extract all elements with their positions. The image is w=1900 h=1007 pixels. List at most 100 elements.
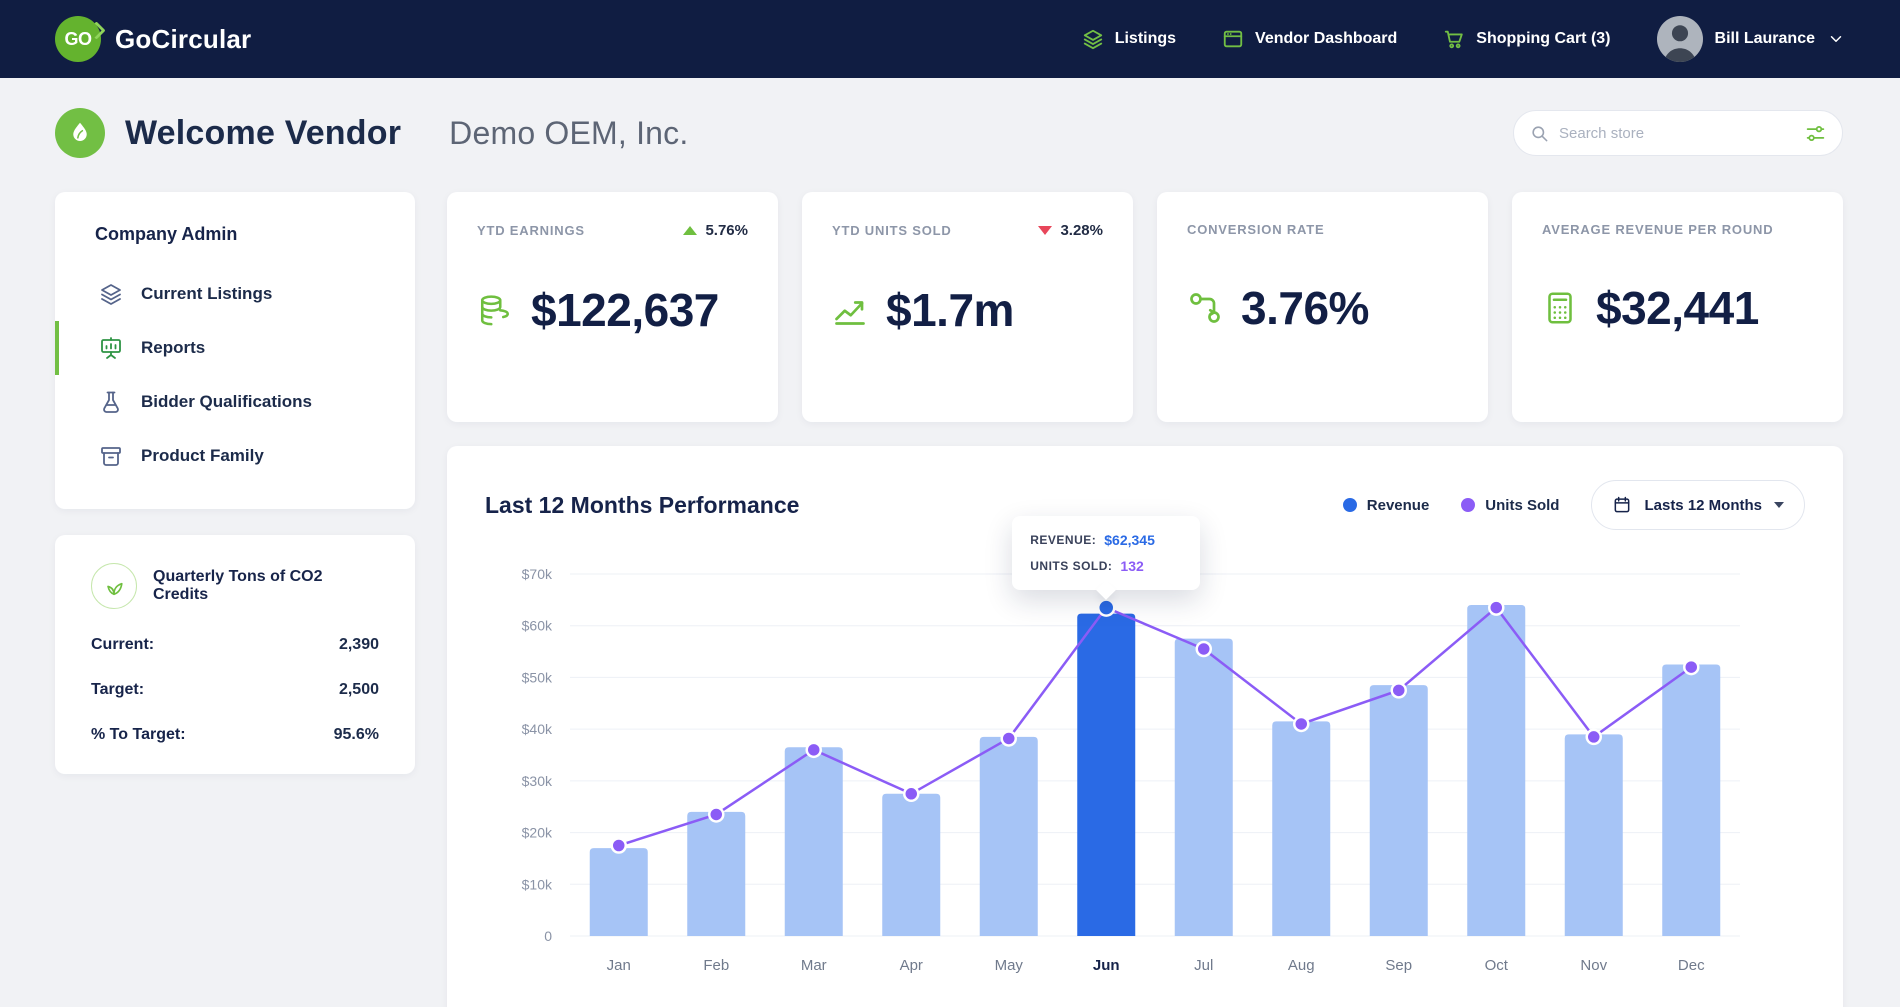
nav-item-listings[interactable]: Listings xyxy=(1082,28,1176,50)
svg-text:May: May xyxy=(995,957,1024,974)
stat-value: $1.7m xyxy=(886,284,1014,336)
date-range-label: Lasts 12 Months xyxy=(1644,496,1762,514)
calendar-icon xyxy=(1612,495,1632,515)
nav-item-label: Vendor Dashboard xyxy=(1255,30,1398,47)
svg-text:$20k: $20k xyxy=(522,825,553,841)
sidebar-item-current-listings[interactable]: Current Listings xyxy=(55,267,415,321)
svg-text:Aug: Aug xyxy=(1288,957,1315,974)
svg-text:Apr: Apr xyxy=(900,957,923,974)
search-icon xyxy=(1530,124,1549,143)
trend-up-icon xyxy=(832,292,868,328)
page-header: Welcome Vendor Demo OEM, Inc. xyxy=(55,108,1843,158)
dashboard-window-icon xyxy=(1222,28,1244,50)
coins-icon xyxy=(477,292,513,328)
co2-row-value: 95.6% xyxy=(333,726,379,743)
co2-row-label: % To Target: xyxy=(91,726,186,743)
svg-text:$40k: $40k xyxy=(522,721,553,737)
shopping-cart-icon xyxy=(1443,28,1465,50)
sidebar-item-label: Current Listings xyxy=(141,284,273,303)
svg-text:Jun: Jun xyxy=(1093,957,1120,974)
svg-text:0: 0 xyxy=(544,928,552,944)
stat-value: $32,441 xyxy=(1596,282,1759,334)
brand-name: GoCircular xyxy=(115,23,252,54)
sidebar-item-product-family[interactable]: Product Family xyxy=(55,429,415,483)
co2-row-label: Current: xyxy=(91,636,155,653)
search-input[interactable] xyxy=(1559,124,1795,142)
sidebar-item-label: Reports xyxy=(141,338,206,357)
stat-card-ytd-units-sold: YTD UNITS SOLD 3.28% $1.7m xyxy=(802,192,1133,422)
stat-card-ytd-earnings: YTD EARNINGS 5.76% $122,637 xyxy=(447,192,778,422)
nav-item-label: Listings xyxy=(1114,30,1177,47)
tooltip-units-label: UNITS SOLD: xyxy=(1030,558,1113,573)
svg-text:Feb: Feb xyxy=(703,957,729,974)
stat-label: CONVERSION RATE xyxy=(1187,222,1325,237)
svg-text:Jul: Jul xyxy=(1194,957,1213,974)
tooltip-revenue-value: $62,345 xyxy=(1104,531,1155,548)
stat-delta-value: 5.76% xyxy=(705,222,748,239)
leaf-sprout-icon xyxy=(91,563,137,609)
stat-value: $122,637 xyxy=(531,284,719,336)
company-admin-card: Company Admin Current Listings Reports xyxy=(55,192,415,509)
top-navbar: GO GoCircular Listings Vendor Dashboard … xyxy=(0,0,1900,78)
co2-row-value: 2,500 xyxy=(338,681,379,698)
performance-chart-card: Last 12 Months Performance Revenue Units… xyxy=(447,446,1843,1007)
legend-label: Units Sold xyxy=(1485,496,1560,514)
chart-title: Last 12 Months Performance xyxy=(485,491,800,518)
performance-chart-svg: 0 $10k $20k $30k $40k $50k $60k $70k Jan Feb Mar Ap… xyxy=(522,566,1740,974)
stat-card-conversion-rate: CONVERSION RATE 3.76% xyxy=(1157,192,1488,422)
filter-sliders-icon[interactable] xyxy=(1805,123,1826,144)
svg-text:$50k: $50k xyxy=(522,669,553,685)
revenue-legend-dot-icon xyxy=(1342,498,1357,512)
test-tube-icon xyxy=(99,390,123,414)
company-admin-title: Company Admin xyxy=(95,224,238,244)
caret-down-icon xyxy=(1774,502,1784,508)
nav-item-vendor-dashboard[interactable]: Vendor Dashboard xyxy=(1222,28,1397,50)
svg-text:Jan: Jan xyxy=(607,957,631,974)
svg-text:$30k: $30k xyxy=(522,773,553,789)
layers-icon xyxy=(1082,28,1104,50)
chart-plot[interactable]: 0 $10k $20k $30k $40k $50k $60k $70k Jan Feb Mar Ap… xyxy=(485,515,1805,1004)
co2-row-label: Target: xyxy=(91,681,145,698)
units-legend-dot-icon xyxy=(1461,498,1476,512)
svg-text:$70k: $70k xyxy=(522,566,553,582)
tooltip-units-value: 132 xyxy=(1120,557,1144,574)
stat-delta: 3.28% xyxy=(1038,222,1103,239)
tooltip-revenue-label: REVENUE: xyxy=(1030,532,1097,547)
stat-card-avg-revenue-per-round: AVERAGE REVENUE PER ROUND $32,441 xyxy=(1512,192,1843,422)
co2-row-pct-to-target: % To Target: 95.6% xyxy=(91,726,379,744)
date-range-dropdown[interactable]: Lasts 12 Months xyxy=(1591,480,1805,530)
arrow-up-icon xyxy=(683,226,698,235)
co2-row-current: Current: 2,390 xyxy=(91,636,379,654)
svg-text:Mar: Mar xyxy=(801,957,827,974)
user-menu[interactable]: Bill Laurance xyxy=(1656,16,1845,62)
stat-value: 3.76% xyxy=(1241,282,1369,334)
legend-label: Revenue xyxy=(1366,496,1430,514)
svg-text:Nov: Nov xyxy=(1580,957,1607,974)
stat-label: AVERAGE REVENUE PER ROUND xyxy=(1542,222,1774,237)
sidebar-item-bidder-qualifications[interactable]: Bidder Qualifications xyxy=(55,375,415,429)
stat-delta-value: 3.28% xyxy=(1060,222,1103,239)
calculator-icon xyxy=(1542,290,1578,326)
brand-logo[interactable]: GO GoCircular xyxy=(55,16,251,62)
legend-item-units-sold[interactable]: Units Sold xyxy=(1461,497,1559,514)
svg-text:$10k: $10k xyxy=(522,876,553,892)
sidebar-item-label: Product Family xyxy=(141,446,264,465)
legend-item-revenue[interactable]: Revenue xyxy=(1342,496,1430,514)
svg-text:Oct: Oct xyxy=(1485,957,1509,974)
svg-text:Dec: Dec xyxy=(1678,957,1705,974)
archive-box-icon xyxy=(99,444,123,468)
stat-label: YTD UNITS SOLD xyxy=(832,223,952,238)
chart-tooltip: REVENUE: $62,345 UNITS SOLD: 132 xyxy=(1012,515,1201,590)
logo-text: GO xyxy=(64,28,92,49)
sidebar-item-reports[interactable]: Reports xyxy=(55,321,415,375)
co2-card-title: Quarterly Tons of CO2 Credits xyxy=(153,568,323,603)
svg-text:$60k: $60k xyxy=(522,618,553,634)
stat-label: YTD EARNINGS xyxy=(477,223,585,238)
nav-item-label: Shopping Cart (3) xyxy=(1476,30,1611,47)
page-title: Welcome Vendor xyxy=(125,113,402,152)
user-name: Bill Laurance xyxy=(1714,30,1815,47)
eco-drop-icon xyxy=(55,108,105,158)
nav-item-shopping-cart[interactable]: Shopping Cart (3) xyxy=(1443,28,1611,50)
avatar xyxy=(1656,16,1703,62)
store-search xyxy=(1513,110,1843,156)
